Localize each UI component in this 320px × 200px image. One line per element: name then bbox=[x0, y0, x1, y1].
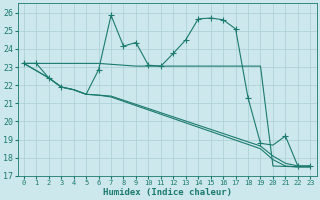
X-axis label: Humidex (Indice chaleur): Humidex (Indice chaleur) bbox=[103, 188, 232, 197]
